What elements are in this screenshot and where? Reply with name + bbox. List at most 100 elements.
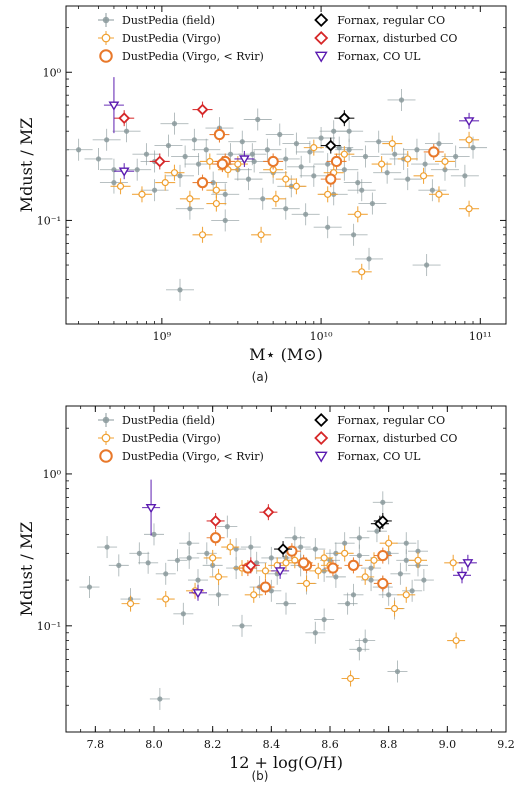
b-point-field: [356, 535, 362, 541]
b-point-virgo_rvir: [210, 532, 222, 544]
a-point-field: [422, 161, 428, 167]
a-point-field: [260, 196, 266, 202]
b-point-field: [350, 592, 357, 598]
b-point-virgo: [302, 579, 311, 588]
b-point-field: [186, 540, 192, 546]
b-point-field: [174, 557, 181, 563]
a-point-field: [177, 173, 183, 179]
b-point-virgo: [370, 556, 378, 564]
b-legend-label: Fornax, CO UL: [337, 450, 421, 463]
a-point-virgo: [186, 195, 194, 203]
a-point-field: [369, 200, 375, 207]
a-point-field: [436, 141, 442, 147]
a-point-field: [239, 139, 245, 145]
a-x-axis-label: M⋆ (M⊙): [249, 345, 323, 364]
b-point-field: [136, 550, 142, 556]
a-point-virgo: [419, 172, 428, 180]
b-point-virgo_rvir: [327, 562, 339, 574]
a-point-ul: [238, 155, 250, 165]
b-point-virgo: [126, 600, 135, 608]
b-legend-marker-reg: [314, 412, 329, 428]
a-x-tick-label: 10⁹: [153, 330, 172, 343]
a-point-virgo: [324, 190, 332, 198]
b-legend-marker-dist: [314, 430, 329, 446]
a-point-field: [331, 128, 337, 134]
b-point-virgo: [341, 549, 349, 557]
b-point-field: [233, 546, 239, 552]
b-legend-label: DustPedia (field): [122, 414, 215, 427]
a-point-field: [346, 128, 352, 134]
a-point-field: [442, 167, 448, 173]
b-point-field: [368, 565, 374, 571]
b-point-ul: [274, 567, 286, 577]
b-point-field: [380, 499, 386, 505]
a-point-field: [325, 224, 331, 230]
b-data-layer: [79, 479, 477, 710]
a-point-field: [191, 137, 197, 143]
b-legend-label: DustPedia (Virgo, < Rvir): [122, 450, 264, 463]
b-x-tick-label: 9.2: [497, 738, 515, 751]
a-point-field: [453, 153, 459, 160]
b-point-field: [204, 550, 210, 556]
a-point-field: [187, 206, 193, 212]
b-point-virgo: [320, 554, 328, 562]
a-point-virgo_rvir: [213, 128, 226, 141]
a-point-field: [203, 147, 209, 153]
b-point-field: [374, 528, 380, 534]
a-point-field: [222, 217, 228, 224]
b-point-virgo: [402, 591, 410, 599]
b-y-tick-label: 10⁰: [43, 468, 62, 481]
a-point-virgo: [282, 175, 290, 183]
b-legend-marker-virgo_rvir: [99, 449, 113, 463]
b-point-field: [298, 544, 304, 550]
b-point-field: [362, 637, 368, 644]
b-point-virgo: [214, 573, 223, 581]
a-point-field: [429, 187, 435, 193]
b-point-field: [104, 544, 110, 550]
a-point-field: [255, 116, 261, 123]
a-point-field: [376, 139, 382, 145]
a-point-virgo: [161, 179, 169, 187]
a-point-virgo_rvir: [216, 158, 228, 170]
a-point-field: [143, 151, 150, 157]
a-point-field: [76, 147, 82, 153]
a-point-field: [123, 128, 130, 134]
b-point-field: [421, 577, 427, 583]
b-point-virgo_rvir: [286, 545, 298, 557]
a-legend-marker-dist: [314, 30, 329, 46]
b-point-field: [180, 611, 186, 617]
a-point-field: [414, 147, 420, 153]
a-point-field: [210, 180, 216, 186]
b-point-field: [186, 555, 192, 561]
a-point-dist: [153, 155, 166, 168]
a-point-virgo: [465, 205, 473, 213]
b-point-virgo: [346, 674, 355, 683]
a-point-field: [355, 180, 361, 186]
b-point-field: [415, 548, 421, 554]
a-point-virgo: [354, 210, 362, 218]
a-point-field: [134, 167, 140, 173]
b-point-field: [397, 571, 403, 577]
a-point-field: [249, 151, 255, 157]
a-point-field: [424, 262, 430, 268]
a-point-virgo_rvir: [428, 146, 440, 158]
a-legend-label: Fornax, regular CO: [337, 14, 445, 27]
b-point-field: [195, 577, 201, 583]
a-x-tick-label: 10¹⁰: [310, 330, 333, 343]
b-point-field: [163, 571, 169, 577]
b-x-tick-label: 8.6: [321, 738, 339, 751]
b-point-field: [356, 646, 362, 652]
a-point-virgo: [465, 136, 473, 144]
a-point-virgo: [310, 144, 318, 152]
b-point-field: [86, 584, 93, 590]
a-point-dist: [196, 103, 209, 116]
a-point-field: [293, 141, 300, 147]
b-point-ul: [456, 571, 468, 581]
a-point-field: [307, 149, 313, 155]
a-point-reg: [324, 139, 337, 152]
a-y-tick-label: 10⁰: [43, 66, 62, 79]
a-point-virgo: [272, 195, 280, 203]
a-point-virgo: [116, 182, 125, 190]
a-point-field: [245, 176, 252, 182]
a-point-virgo: [234, 160, 242, 168]
